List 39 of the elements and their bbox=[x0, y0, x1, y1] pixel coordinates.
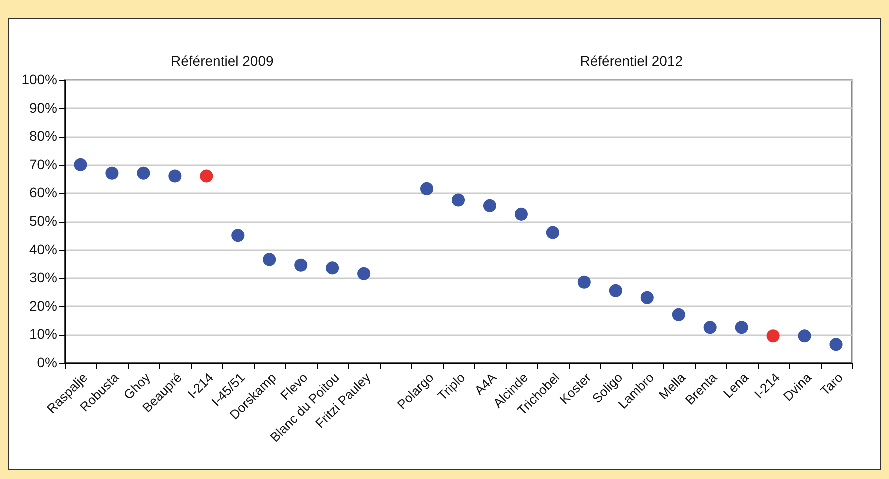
point bbox=[106, 166, 119, 180]
point bbox=[766, 330, 780, 343]
text: Référentiel 2012 bbox=[580, 53, 684, 69]
y-tick-label: 30% bbox=[29, 270, 58, 286]
point bbox=[294, 258, 308, 272]
point bbox=[609, 284, 622, 298]
x-tick-label: Taro bbox=[817, 370, 846, 399]
point bbox=[798, 330, 812, 343]
y-tick-label: 50% bbox=[29, 213, 58, 229]
point bbox=[483, 199, 496, 212]
point bbox=[137, 166, 150, 180]
point bbox=[452, 194, 466, 207]
y-tick-label: 80% bbox=[29, 128, 58, 144]
y-tick-label: 90% bbox=[29, 100, 58, 116]
point bbox=[326, 262, 340, 275]
y-tick-label: 100% bbox=[22, 72, 58, 88]
y-tick-label: 10% bbox=[29, 326, 58, 342]
y-tick-label: 70% bbox=[29, 156, 58, 172]
x-tick-label: A4A bbox=[472, 370, 500, 398]
point bbox=[168, 170, 182, 183]
y-tick-label: 40% bbox=[29, 241, 58, 258]
point bbox=[830, 338, 843, 352]
y-tick-label: 0% bbox=[37, 354, 58, 370]
point bbox=[514, 208, 528, 221]
point bbox=[578, 276, 591, 289]
point bbox=[263, 253, 276, 266]
point bbox=[672, 308, 686, 322]
text: Référentiel 2009 bbox=[171, 53, 274, 69]
point bbox=[640, 291, 654, 304]
point bbox=[74, 158, 88, 172]
y-tick-label: 60% bbox=[29, 184, 58, 201]
point bbox=[704, 321, 717, 334]
point bbox=[200, 170, 214, 183]
point bbox=[420, 182, 434, 196]
point bbox=[358, 267, 371, 280]
y-tick-label: 20% bbox=[29, 298, 58, 314]
point bbox=[232, 229, 245, 242]
point bbox=[735, 321, 748, 334]
point bbox=[546, 226, 560, 240]
